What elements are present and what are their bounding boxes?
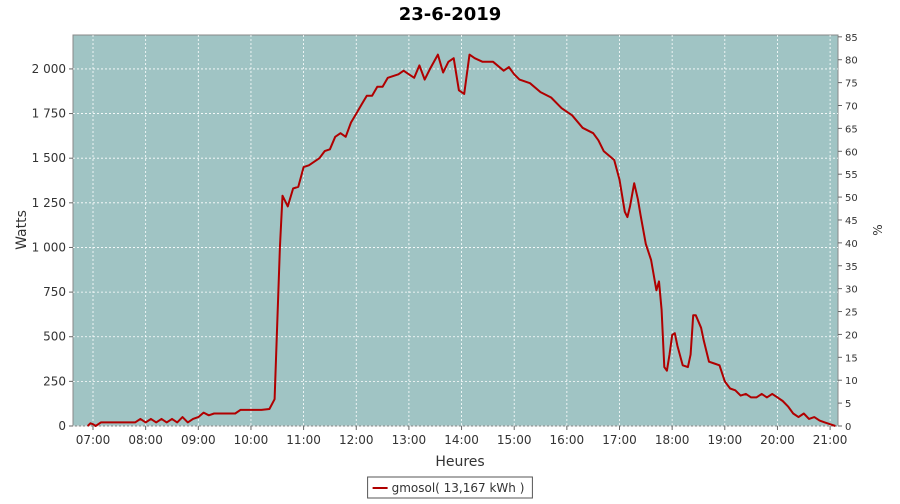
data-line xyxy=(86,53,836,427)
y2-tick-label: 50 xyxy=(845,193,858,204)
y2-tick-label: 30 xyxy=(845,285,858,296)
y2-tick-label: 70 xyxy=(845,102,858,113)
x-tick-label: 20:00 xyxy=(760,433,795,447)
x-tick-label: 21:00 xyxy=(813,433,848,447)
y2-axis-label: % xyxy=(871,224,885,235)
y2-tick-label: 5 xyxy=(845,399,851,410)
x-tick-label: 07:00 xyxy=(76,433,111,447)
legend-label: gmosol( 13,167 kWh ) xyxy=(392,481,525,495)
y2-tick-label: 10 xyxy=(845,376,858,387)
y-tick-label: 250 xyxy=(43,374,66,388)
x-tick-label: 16:00 xyxy=(550,433,585,447)
y-tick-label: 0 xyxy=(58,419,66,433)
y-tick-label: 2 000 xyxy=(32,62,66,76)
y2-tick-label: 35 xyxy=(845,262,858,273)
x-tick-label: 09:00 xyxy=(181,433,216,447)
y-tick-label: 500 xyxy=(43,330,66,344)
y-tick-label: 1 250 xyxy=(32,196,66,210)
x-tick-label: 12:00 xyxy=(339,433,374,447)
y2-tick-label: 0 xyxy=(845,422,851,433)
legend-box xyxy=(367,476,533,499)
y2-tick-label: 55 xyxy=(845,170,858,181)
y-axis-label: Watts xyxy=(14,210,30,250)
y-tick-label: 1 500 xyxy=(32,151,66,165)
x-tick-label: 15:00 xyxy=(497,433,532,447)
x-tick-label: 11:00 xyxy=(286,433,321,447)
y2-tick-label: 80 xyxy=(845,56,858,67)
x-tick-label: 18:00 xyxy=(655,433,690,447)
y2-tick-label: 40 xyxy=(845,239,858,250)
y2-tick-label: 60 xyxy=(845,147,858,158)
legend: gmosol( 13,167 kWh ) xyxy=(367,476,533,499)
x-tick-label: 08:00 xyxy=(128,433,163,447)
x-tick-label: 19:00 xyxy=(708,433,743,447)
chart-title: 23-6-2019 xyxy=(399,4,502,25)
x-tick-label: 17:00 xyxy=(602,433,637,447)
y2-tick-label: 25 xyxy=(845,308,858,319)
y2-tick-label: 65 xyxy=(845,124,858,135)
x-tick-label: 13:00 xyxy=(392,433,427,447)
y2-tick-label: 15 xyxy=(845,353,858,364)
y2-tick-label: 45 xyxy=(845,216,858,227)
x-tick-label: 14:00 xyxy=(444,433,479,447)
y-tick-label: 1 750 xyxy=(32,107,66,121)
y2-tick-label: 75 xyxy=(845,79,858,90)
y-tick-label: 750 xyxy=(43,285,66,299)
y2-tick-label: 85 xyxy=(845,33,858,44)
x-axis-label: Heures xyxy=(435,454,484,470)
y2-tick-label: 20 xyxy=(845,330,858,341)
y-tick-label: 1 000 xyxy=(32,240,66,254)
x-tick-label: 10:00 xyxy=(234,433,269,447)
plot-area xyxy=(72,34,839,427)
